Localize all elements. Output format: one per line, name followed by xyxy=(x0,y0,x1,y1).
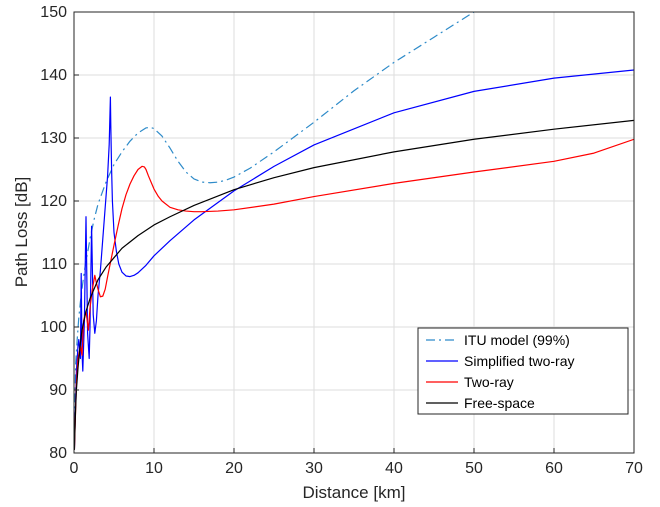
series-line-itu-model-99 xyxy=(74,12,475,441)
x-tick-label: 60 xyxy=(545,460,563,477)
x-tick-label: 20 xyxy=(225,460,243,477)
y-tick-label: 150 xyxy=(40,4,67,21)
x-axis-label: Distance [km] xyxy=(303,483,406,502)
y-tick-label: 110 xyxy=(41,256,67,273)
x-tick-label: 70 xyxy=(625,460,643,477)
y-axis-label: Path Loss [dB] xyxy=(12,177,31,288)
legend-label: Simplified two-ray xyxy=(464,353,574,369)
y-tick-label: 130 xyxy=(40,130,67,147)
x-tick-label: 10 xyxy=(145,460,163,477)
series-lines xyxy=(74,12,634,450)
x-tick-label: 40 xyxy=(385,460,403,477)
legend-label: ITU model (99%) xyxy=(464,332,570,348)
y-tick-label: 100 xyxy=(40,319,67,336)
y-tick-label: 80 xyxy=(49,445,67,462)
legend-box xyxy=(417,327,629,415)
x-tick-label: 0 xyxy=(70,460,79,477)
x-tick-label: 30 xyxy=(305,460,323,477)
y-tick-label: 90 xyxy=(49,382,67,399)
legend-label: Two-ray xyxy=(464,374,514,390)
plot-frame xyxy=(73,11,635,454)
ticks: 0 10 20 30 40 50 60 70 80 90 100 110 120 130 140 150 xyxy=(40,4,643,477)
legend-label: Free-space xyxy=(464,395,535,411)
series-line-two-ray xyxy=(74,138,634,450)
x-tick-label: 50 xyxy=(465,460,483,477)
y-tick-label: 120 xyxy=(40,193,67,210)
legend: ITU model (99%) Simplified two-ray Two-ray… xyxy=(417,327,629,415)
series-line-simplified-two-ray xyxy=(74,69,634,450)
series-line-free-space xyxy=(74,119,634,450)
y-tick-label: 140 xyxy=(40,67,67,84)
